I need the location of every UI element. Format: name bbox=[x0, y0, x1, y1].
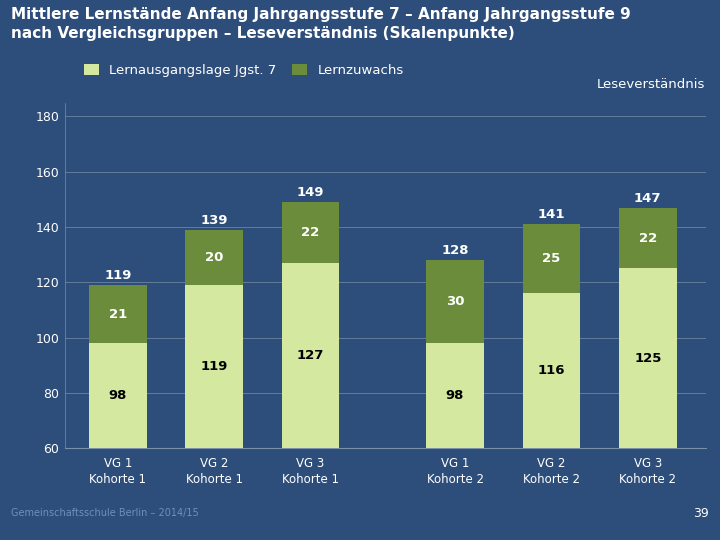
Text: 116: 116 bbox=[538, 364, 565, 377]
Bar bbox=[89, 285, 147, 343]
Bar bbox=[89, 343, 147, 448]
Text: Mittlere Lernstände Anfang Jahrgangsstufe 7 – Anfang Jahrgangsstufe 9
nach Vergl: Mittlere Lernstände Anfang Jahrgangsstuf… bbox=[11, 7, 631, 41]
Text: 128: 128 bbox=[441, 245, 469, 258]
Text: 21: 21 bbox=[109, 308, 127, 321]
Bar bbox=[185, 230, 243, 285]
Text: 22: 22 bbox=[302, 226, 320, 239]
Text: Leseverständnis: Leseverständnis bbox=[597, 78, 706, 91]
Bar bbox=[185, 285, 243, 448]
Text: 22: 22 bbox=[639, 232, 657, 245]
Text: 147: 147 bbox=[634, 192, 662, 205]
Text: 98: 98 bbox=[109, 389, 127, 402]
Text: 149: 149 bbox=[297, 186, 324, 199]
Text: Gemeinschaftsschule Berlin – 2014/15: Gemeinschaftsschule Berlin – 2014/15 bbox=[11, 508, 199, 518]
Text: 25: 25 bbox=[542, 252, 561, 265]
Legend: Lernausgangslage Jgst. 7, Lernzuwachs: Lernausgangslage Jgst. 7, Lernzuwachs bbox=[84, 64, 404, 77]
Text: 39: 39 bbox=[693, 507, 709, 520]
Text: 98: 98 bbox=[446, 389, 464, 402]
Bar bbox=[282, 263, 339, 448]
Text: 141: 141 bbox=[538, 208, 565, 221]
Bar bbox=[282, 202, 339, 263]
Text: 125: 125 bbox=[634, 352, 662, 365]
Text: 30: 30 bbox=[446, 295, 464, 308]
Bar bbox=[619, 208, 677, 268]
Text: 139: 139 bbox=[200, 214, 228, 227]
Bar bbox=[523, 293, 580, 448]
Text: 119: 119 bbox=[200, 360, 228, 373]
Bar bbox=[619, 268, 677, 448]
Bar bbox=[426, 343, 484, 448]
Text: 127: 127 bbox=[297, 349, 324, 362]
Bar bbox=[426, 260, 484, 343]
Text: 119: 119 bbox=[104, 269, 132, 282]
Text: 20: 20 bbox=[205, 251, 223, 264]
Bar bbox=[523, 224, 580, 293]
